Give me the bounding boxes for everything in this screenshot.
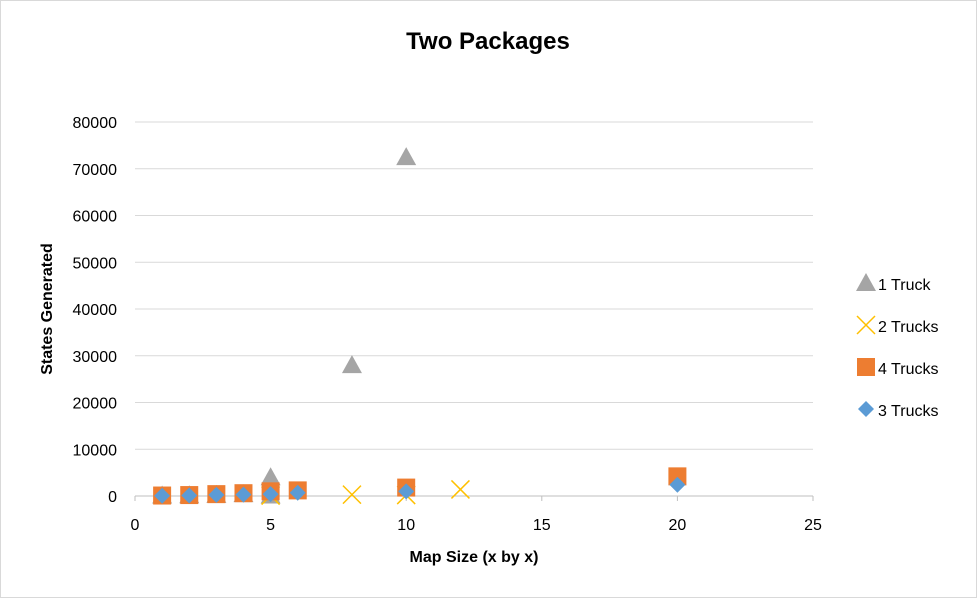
y-tick-label: 70000 — [73, 162, 118, 179]
y-tick-label: 50000 — [73, 255, 118, 272]
point-3-trucks — [398, 483, 415, 500]
x-tick-label: 0 — [131, 517, 140, 534]
legend-marker-2-trucks — [856, 315, 876, 335]
point-4-trucks — [668, 467, 687, 486]
point-1-truck — [396, 147, 417, 166]
legend-marker-3-trucks — [858, 401, 874, 417]
x-tick-labels: 0 5 10 15 20 25 — [131, 517, 822, 534]
legend-label-3-trucks: 3 Trucks — [878, 403, 938, 420]
chart-title: Two Packages — [406, 28, 570, 55]
point-2-trucks — [342, 485, 362, 505]
gridlines — [134, 121, 814, 501]
point-3-trucks — [208, 486, 225, 503]
legend-label-1-truck: 1 Truck — [878, 277, 931, 294]
legend: 1 Truck 2 Trucks 4 Trucks 3 Trucks — [856, 273, 938, 420]
legend-marker-4-trucks — [857, 358, 875, 376]
x-tick-label: 20 — [669, 517, 687, 534]
point-3-trucks — [669, 476, 686, 493]
y-tick-label: 0 — [108, 489, 117, 506]
legend-marker-1-truck — [856, 273, 876, 291]
point-3-trucks — [154, 487, 171, 504]
y-tick-labels: 0 10000 20000 30000 40000 50000 60000 70000 8000… — [73, 115, 118, 506]
point-1-truck — [341, 355, 362, 374]
point-3-trucks — [262, 486, 279, 503]
data-points — [152, 147, 687, 506]
y-tick-label: 10000 — [73, 442, 118, 459]
y-tick-label: 80000 — [73, 115, 118, 132]
y-tick-label: 20000 — [73, 396, 118, 413]
x-tick-label: 15 — [533, 517, 551, 534]
x-tick-label: 10 — [397, 517, 415, 534]
point-2-trucks — [450, 479, 470, 499]
x-tick-label: 5 — [266, 517, 275, 534]
y-axis-title: States Generated — [39, 243, 56, 375]
y-tick-label: 40000 — [73, 302, 118, 319]
legend-label-2-trucks: 2 Trucks — [878, 319, 938, 336]
point-3-trucks — [289, 484, 306, 501]
point-3-trucks — [235, 486, 252, 503]
x-tick-label: 25 — [804, 517, 822, 534]
y-tick-label: 60000 — [73, 209, 118, 226]
point-3-trucks — [181, 487, 198, 504]
y-tick-label: 30000 — [73, 349, 118, 366]
x-axis-title: Map Size (x by x) — [410, 549, 539, 566]
point-1-truck — [260, 467, 281, 486]
legend-label-4-trucks: 4 Trucks — [878, 361, 938, 378]
